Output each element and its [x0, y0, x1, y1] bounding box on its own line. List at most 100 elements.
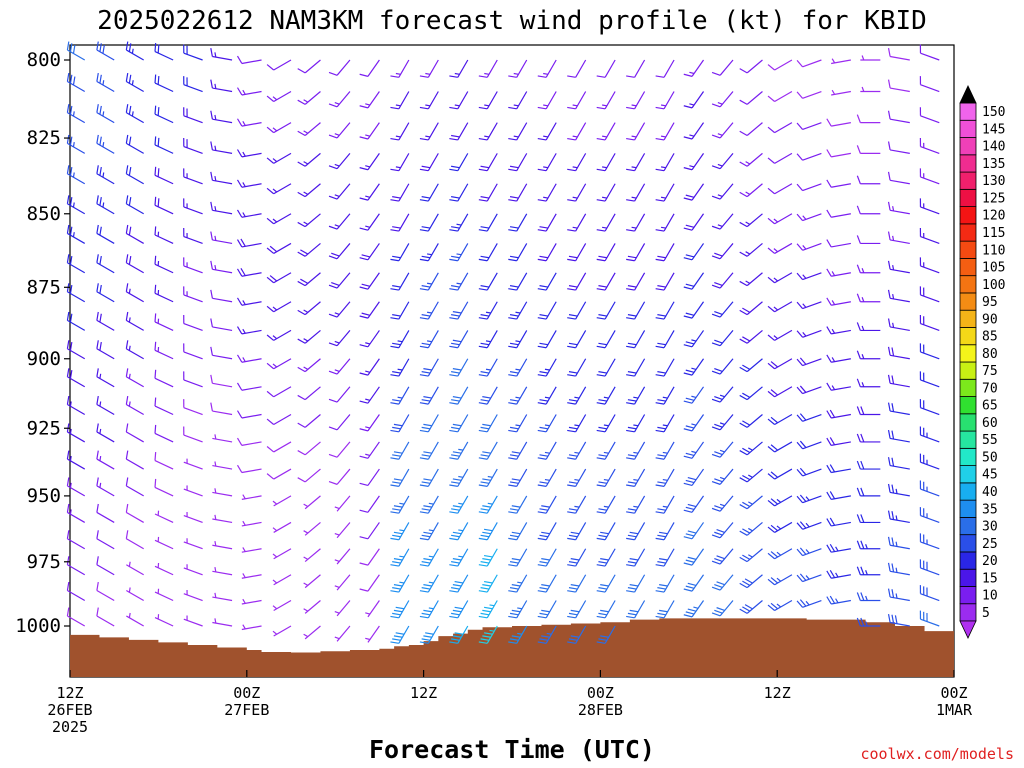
- wind-barb: [390, 213, 410, 232]
- chart-title: 2025022612 NAM3KM forecast wind profile …: [97, 6, 927, 36]
- wind-barb: [449, 301, 469, 320]
- wind-barb: [767, 90, 793, 103]
- wind-barb: [272, 521, 292, 533]
- wind-barb: [537, 213, 557, 232]
- wind-barb: [537, 59, 557, 78]
- wind-barb: [419, 358, 439, 377]
- wind-barb: [210, 171, 233, 185]
- wind-barb: [626, 548, 646, 567]
- wind-barb: [478, 522, 498, 541]
- wind-barb: [478, 272, 498, 291]
- wind-barb: [66, 104, 86, 124]
- wind-barb: [236, 55, 262, 65]
- wind-barb: [567, 122, 587, 141]
- colorbar-label: 120: [982, 209, 1005, 224]
- wind-barb: [711, 441, 734, 458]
- wind-barb: [683, 414, 705, 432]
- wind-barb: [537, 358, 557, 377]
- colorbar-label: 150: [982, 105, 1005, 120]
- colorbar-swatch: [959, 240, 977, 259]
- wind-barb: [887, 289, 910, 303]
- wind-barb: [508, 468, 528, 487]
- wind-barb: [183, 458, 203, 470]
- wind-barb: [919, 168, 940, 185]
- wind-barb: [626, 468, 646, 487]
- wind-barb: [390, 468, 410, 487]
- wind-barb: [419, 574, 439, 593]
- wind-barb: [655, 243, 675, 262]
- wind-barb: [508, 272, 528, 291]
- wind-barb: [683, 272, 705, 290]
- wind-barb: [266, 329, 292, 341]
- colorbar-label: 40: [982, 485, 998, 500]
- wind-barb: [796, 357, 822, 367]
- colorbar-swatch: [959, 499, 977, 518]
- x-tick-label: 27FEB: [224, 701, 269, 719]
- wind-barb: [596, 386, 616, 405]
- y-tick-label: 950: [27, 485, 61, 507]
- wind-barb: [711, 600, 734, 617]
- wind-barb: [856, 235, 881, 245]
- wind-barb: [390, 122, 410, 141]
- wind-barb: [655, 358, 675, 377]
- wind-barb: [567, 600, 587, 619]
- wind-barb: [887, 374, 910, 388]
- wind-barb: [796, 59, 822, 68]
- wind-barb: [96, 503, 115, 523]
- wind-barb: [767, 122, 793, 134]
- wind-barb: [508, 548, 528, 567]
- wind-barb: [711, 414, 734, 431]
- wind-barb: [655, 574, 675, 593]
- credit-link[interactable]: coolwx.com/models: [860, 745, 1014, 763]
- wind-barb: [125, 104, 144, 124]
- wind-barb: [359, 548, 380, 566]
- wind-barb: [390, 414, 410, 433]
- wind-barb: [449, 153, 469, 172]
- wind-barb: [66, 423, 86, 443]
- wind-barb: [508, 358, 528, 377]
- wind-barb: [96, 477, 115, 497]
- colorbar-label: 135: [982, 157, 1005, 172]
- wind-barb: [626, 441, 646, 460]
- wind-barb: [297, 242, 321, 257]
- wind-barb: [154, 536, 174, 550]
- colorbar-label: 125: [982, 191, 1005, 206]
- wind-barb: [66, 581, 86, 602]
- wind-barb: [739, 152, 763, 167]
- wind-barb: [297, 152, 321, 167]
- wind-barb: [739, 301, 763, 316]
- wind-barb: [66, 134, 86, 154]
- wind-barb: [66, 450, 86, 470]
- wind-barb: [478, 243, 498, 262]
- wind-barb: [390, 495, 410, 514]
- wind-barb: [826, 437, 851, 446]
- wind-barb: [919, 399, 940, 416]
- wind-barb: [359, 243, 380, 261]
- wind-barb: [66, 556, 86, 576]
- wind-barb: [919, 453, 940, 470]
- wind-barb: [390, 243, 410, 262]
- wind-barb: [297, 122, 321, 137]
- wind-barb: [266, 413, 292, 426]
- wind-barb: [210, 346, 233, 360]
- colorbar-swatch: [959, 413, 977, 432]
- wind-barb: [826, 409, 851, 419]
- wind-barb: [919, 371, 940, 388]
- wind-barb: [508, 153, 528, 172]
- colorbar-label: 70: [982, 381, 998, 396]
- wind-barb: [303, 625, 321, 640]
- colorbar-top-arrow: [959, 85, 977, 104]
- colorbar-label: 140: [982, 140, 1005, 155]
- wind-barb: [303, 521, 321, 536]
- wind-barb: [125, 340, 144, 360]
- colorbar-label: 15: [982, 571, 998, 586]
- wind-barb: [508, 600, 528, 619]
- wind-barb: [183, 399, 203, 416]
- wind-barb: [154, 166, 174, 185]
- wind-barb: [626, 183, 646, 202]
- wind-barb: [508, 495, 528, 514]
- wind-barb: [272, 599, 292, 612]
- colorbar: 5 10 15 20 25 30 35 40 45 50 55 60 65 70 75 80 85 90 95 100…: [959, 85, 1005, 639]
- wind-barb: [567, 468, 587, 487]
